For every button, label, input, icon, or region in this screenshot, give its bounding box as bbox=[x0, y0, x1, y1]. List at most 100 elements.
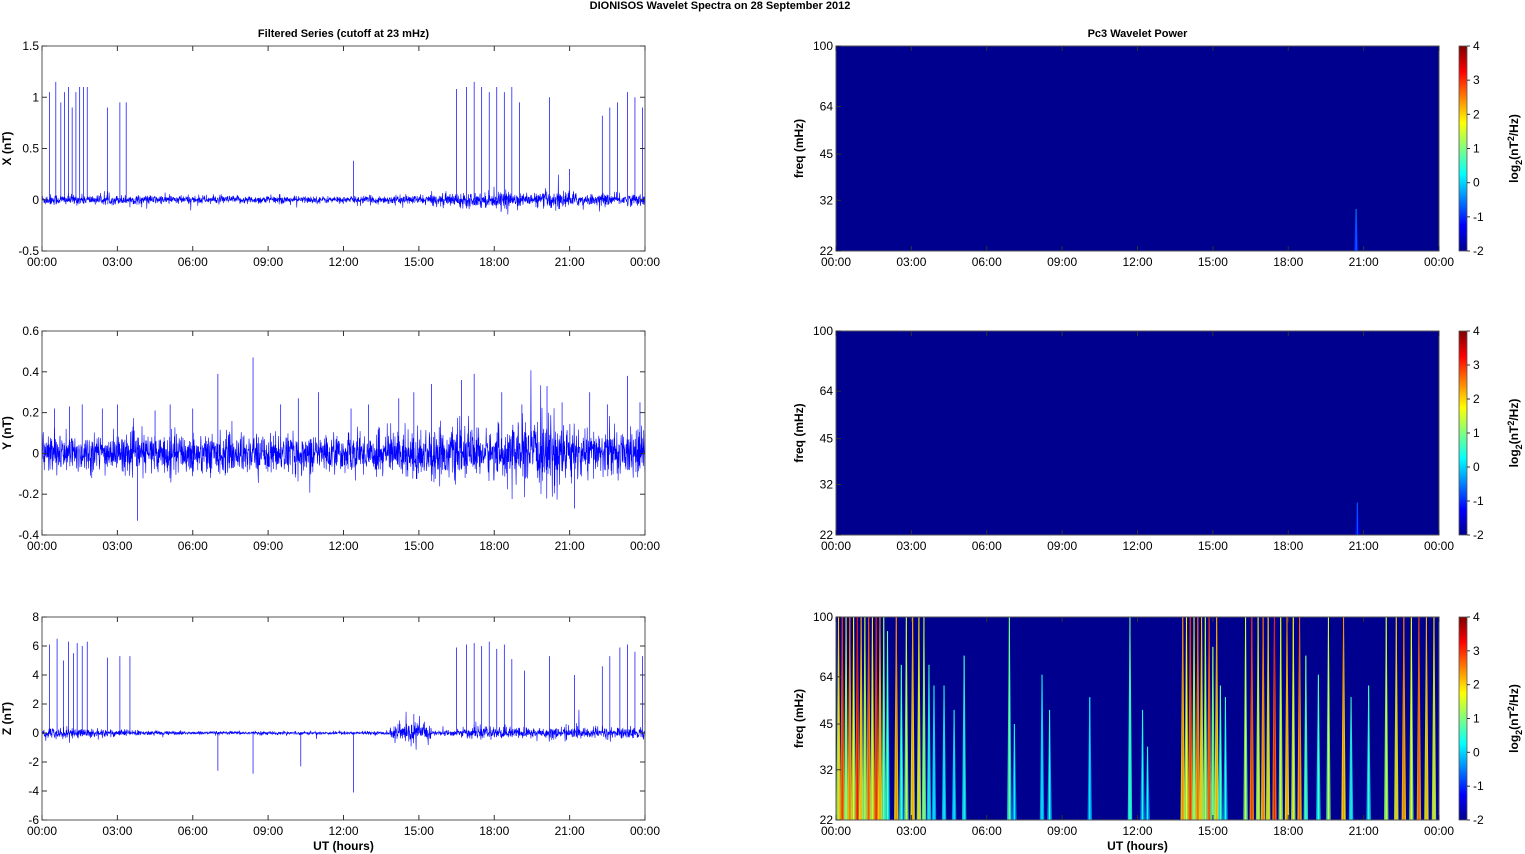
x-tick-label: 21:00 bbox=[1349, 539, 1379, 553]
panel-title: Pc3 Wavelet Power bbox=[1088, 28, 1189, 40]
x-tick-label: 18:00 bbox=[1273, 539, 1303, 553]
x-tick-label: 00:00 bbox=[821, 824, 851, 838]
x-tick-label: 00:00 bbox=[27, 255, 57, 269]
colorbar-gradient bbox=[1458, 45, 1468, 252]
y-tick-label: 32 bbox=[820, 763, 834, 777]
panel-y: -0.4 -0.2 0 0.2 0.4 0.6 Y (nT) 00:00 03:00 06:00 0… bbox=[0, 324, 660, 553]
colorbar-tick-label: -2 bbox=[1473, 528, 1484, 542]
y-tick-label: 64 bbox=[820, 99, 834, 113]
x-tick-label: 21:00 bbox=[555, 824, 585, 838]
power-background bbox=[836, 617, 1439, 820]
x-tick-label: 09:00 bbox=[1047, 824, 1077, 838]
x-tick-label: 18:00 bbox=[1273, 824, 1303, 838]
panel-z: -6 -4 -2 0 2 4 6 8 Z (nT) 00:00 03:00 06:00 09:00 12:… bbox=[0, 610, 660, 853]
colorbar-tick-label: 3 bbox=[1473, 358, 1480, 372]
x-tick-label: 15:00 bbox=[1198, 824, 1228, 838]
colorbar-label: log2(nT2/Hz) bbox=[1506, 399, 1524, 468]
y-tick-label: 4 bbox=[32, 668, 39, 682]
colorbar-tick-label: 2 bbox=[1473, 107, 1480, 121]
y-axis-label: Y (nT) bbox=[0, 416, 14, 450]
y-axis-label: freq (mHz) bbox=[792, 403, 806, 462]
x-tick-label: 12:00 bbox=[1122, 255, 1152, 269]
x-tick-label: 12:00 bbox=[328, 255, 358, 269]
x-tick-label: 09:00 bbox=[253, 539, 283, 553]
x-tick-label: 00:00 bbox=[630, 255, 660, 269]
plot-area bbox=[42, 617, 645, 820]
x-tick-label: 06:00 bbox=[972, 255, 1002, 269]
x-tick-label: 03:00 bbox=[102, 824, 132, 838]
x-tick-label: 21:00 bbox=[1349, 824, 1379, 838]
x-tick-label: 18:00 bbox=[479, 539, 509, 553]
signal-trace bbox=[41, 709, 646, 750]
colorbar-tick-label: -1 bbox=[1473, 494, 1484, 508]
y-tick-label: 0.5 bbox=[22, 142, 39, 156]
colorbar-tick-label: -2 bbox=[1473, 813, 1484, 827]
x-tick-label: 03:00 bbox=[896, 539, 926, 553]
panels: -0.500.511.5X (nT)00:00 03:00 06:00 09:00 12… bbox=[0, 28, 1524, 853]
x-tick-label: 00:00 bbox=[27, 824, 57, 838]
power-background bbox=[836, 331, 1439, 535]
x-tick-label: 15:00 bbox=[1198, 539, 1228, 553]
y-tick-label: 1 bbox=[32, 90, 39, 104]
y-tick-label: 100 bbox=[813, 324, 833, 338]
x-tick-label: 12:00 bbox=[328, 539, 358, 553]
x-tick-label: 00:00 bbox=[1424, 824, 1454, 838]
y-tick-label: -2 bbox=[28, 755, 39, 769]
y-tick-label: 100 bbox=[813, 39, 833, 53]
colorbar-tick-label: 1 bbox=[1473, 712, 1480, 726]
y-tick-label: 22 bbox=[820, 813, 834, 827]
x-tick-label: 00:00 bbox=[27, 539, 57, 553]
x-tick-label: 03:00 bbox=[102, 539, 132, 553]
plot-area bbox=[42, 46, 645, 251]
colorbar-tick-label: 0 bbox=[1473, 745, 1480, 759]
x-tick-label: 06:00 bbox=[972, 824, 1002, 838]
x-tick-label: 03:00 bbox=[896, 255, 926, 269]
x-tick-label: 06:00 bbox=[972, 539, 1002, 553]
colorbar-tick-label: 0 bbox=[1473, 176, 1480, 190]
y-tick-label: 32 bbox=[820, 478, 834, 492]
colorbar-tick-label: 0 bbox=[1473, 460, 1480, 474]
y-tick-label: -0.4 bbox=[18, 528, 39, 542]
y-tick-label: 0.4 bbox=[22, 365, 39, 379]
x-tick-label: 15:00 bbox=[404, 824, 434, 838]
colorbar: -2 -1 0 1 2 3 4 log2(nT2/Hz) bbox=[1458, 324, 1524, 542]
colorbar-label: log2(nT2/Hz) bbox=[1506, 684, 1524, 753]
y-tick-label: 0 bbox=[32, 446, 39, 460]
plot-area bbox=[42, 331, 645, 535]
y-tick-label: 45 bbox=[820, 717, 834, 731]
colorbar: -2 -1 0 1 2 3 4 log2(nT2/Hz) bbox=[1458, 610, 1524, 827]
x-tick-label: 00:00 bbox=[1424, 255, 1454, 269]
colorbar: -2 -1 0 1 2 3 4 log2(nT2/Hz) bbox=[1458, 39, 1524, 258]
x-tick-label: 06:00 bbox=[178, 824, 208, 838]
x-tick-label: 15:00 bbox=[404, 255, 434, 269]
x-tick-label: 18:00 bbox=[479, 255, 509, 269]
y-tick-label: 6 bbox=[32, 639, 39, 653]
y-tick-label: 100 bbox=[813, 610, 833, 624]
colorbar-tick-label: -1 bbox=[1473, 210, 1484, 224]
x-tick-label: 09:00 bbox=[253, 255, 283, 269]
y-tick-label: 22 bbox=[820, 528, 834, 542]
panel-title: Filtered Series (cutoff at 23 mHz) bbox=[258, 28, 429, 40]
y-tick-label: 64 bbox=[820, 384, 834, 398]
x-tick-label: 06:00 bbox=[178, 255, 208, 269]
power-background bbox=[836, 46, 1439, 251]
x-tick-label: 00:00 bbox=[630, 539, 660, 553]
x-tick-label: 12:00 bbox=[1122, 539, 1152, 553]
x-tick-label: 00:00 bbox=[821, 255, 851, 269]
x-tick-label: 18:00 bbox=[1273, 255, 1303, 269]
y-tick-label: -4 bbox=[28, 784, 39, 798]
colorbar-tick-label: -1 bbox=[1473, 779, 1484, 793]
y-axis-label: X (nT) bbox=[0, 132, 14, 166]
y-tick-label: 22 bbox=[820, 244, 834, 258]
y-tick-label: 1.5 bbox=[22, 39, 39, 53]
x-tick-label: 03:00 bbox=[102, 255, 132, 269]
colorbar-tick-label: 1 bbox=[1473, 426, 1480, 440]
colorbar-tick-label: -2 bbox=[1473, 244, 1484, 258]
x-tick-label: 03:00 bbox=[896, 824, 926, 838]
x-tick-label: 00:00 bbox=[630, 824, 660, 838]
x-tick-label: 09:00 bbox=[1047, 539, 1077, 553]
figure-title: DIONISOS Wavelet Spectra on 28 September… bbox=[590, 0, 851, 12]
x-tick-label: 21:00 bbox=[555, 255, 585, 269]
y-tick-label: 0 bbox=[32, 726, 39, 740]
